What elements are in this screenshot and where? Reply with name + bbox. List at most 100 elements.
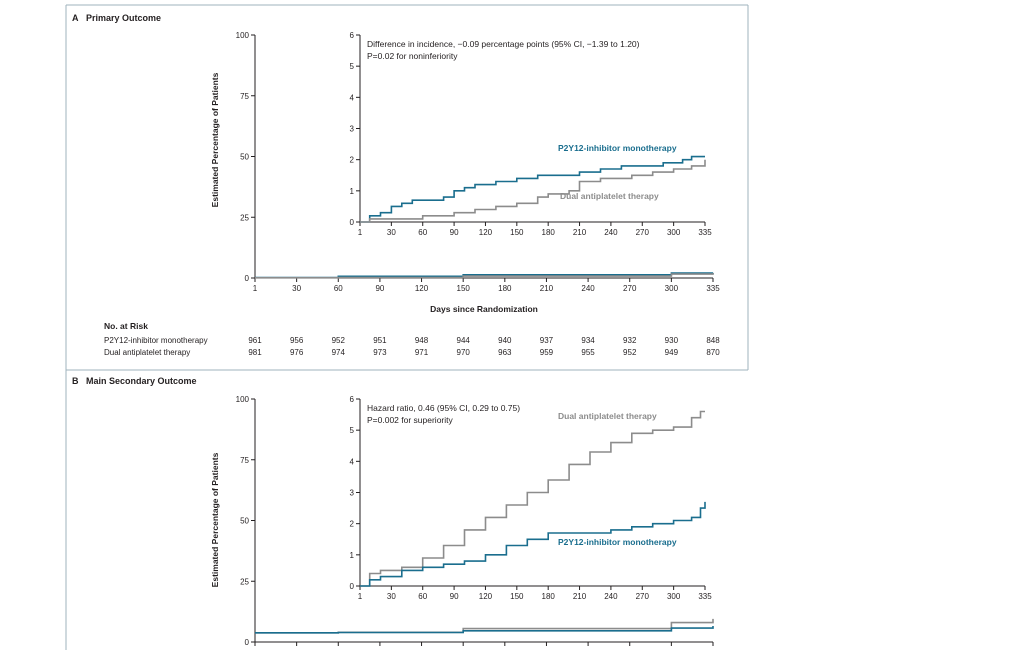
risk-value-p2y12: 930 [665,336,679,345]
panel-a-main-y-tick-label: 100 [236,31,250,40]
panel-a-xlabel: Days since Randomization [430,304,538,314]
panel-b-inset-y-tick-label: 1 [350,551,355,560]
panel-b-inset-series-p2y12-line [360,501,706,587]
panel-b-main-y-tick-label: 100 [236,395,250,404]
panel-a-inset-y-tick-label: 0 [350,218,355,227]
risk-value-dapt: 973 [373,348,387,357]
risk-value-dapt: 971 [415,348,429,357]
panel-b-inset-y-tick-label: 3 [350,489,355,498]
panel-b-inset-x-tick-label: 30 [387,592,396,601]
panel-b-inset-label-dapt: Dual antiplatelet therapy [558,411,657,421]
risk-value-dapt: 870 [706,348,720,357]
panel-a-main-x-tick-label: 270 [623,284,637,293]
panel-b-inset-label-p2y12: P2Y12-inhibitor monotherapy [558,537,677,547]
panel-b-inset-x-tick-label: 335 [698,592,712,601]
panel-a-inset-x-tick-label: 180 [542,228,556,237]
risk-value-p2y12: 937 [540,336,554,345]
panel-b-inset-annotation-line2: P=0.002 for superiority [367,415,454,425]
panel-b-inset-x-tick-label: 240 [604,592,618,601]
panel-a-inset-x-tick-label: 30 [387,228,396,237]
panel-b-main-y-tick-label: 50 [240,517,249,526]
panel-a-main-x-tick-label: 335 [706,284,720,293]
risk-value-p2y12: 934 [581,336,595,345]
panel-b-inset-x-tick-label: 300 [667,592,681,601]
panel-b-inset-x-tick-label: 60 [418,592,427,601]
risk-row-label-p2y12: P2Y12-inhibitor monotherapy [104,336,208,345]
panel-a-inset-x-tick-label: 120 [479,228,493,237]
panel-b-inset-y-tick-label: 2 [350,520,355,529]
panel-a-main-y-tick-label: 0 [245,274,250,283]
risk-value-p2y12: 952 [332,336,346,345]
panel-a-inset-annotation-line1: Difference in incidence, −0.09 percentag… [367,39,640,49]
risk-value-p2y12: 944 [457,336,471,345]
risk-value-p2y12: 932 [623,336,637,345]
panel-a-main-x-tick-label: 180 [498,284,512,293]
panel-b-inset-x-tick-label: 180 [542,592,556,601]
panel-a-inset-x-tick-label: 210 [573,228,587,237]
risk-row-label-dapt: Dual antiplatelet therapy [104,348,190,357]
panel-a-inset-y-tick-label: 2 [350,156,355,165]
panel-b-title: Main Secondary Outcome [86,376,197,386]
risk-value-p2y12: 956 [290,336,304,345]
panel-a-inset-x-tick-label: 90 [450,228,459,237]
risk-table-header: No. at Risk [104,321,148,331]
panel-a-ylabel: Estimated Percentage of Patients [210,72,220,207]
panel-a-inset-series-p2y12-line [360,155,705,223]
panel-b-inset-y-tick-label: 4 [350,457,355,466]
risk-value-p2y12: 948 [415,336,429,345]
panel-a-main-x-tick-label: 60 [334,284,343,293]
panel-a-inset-y-tick-label: 1 [350,187,355,196]
panel-a-inset-annotation-line2: P=0.02 for noninferiority [367,51,458,61]
panel-b-inset-x-tick-label: 120 [479,592,493,601]
panel-a-inset-x-tick-label: 1 [358,228,363,237]
panel-a-inset-label-dapt: Dual antiplatelet therapy [560,191,659,201]
risk-value-dapt: 952 [623,348,637,357]
panel-a-inset-y-tick-label: 4 [350,93,355,102]
panel-a-main-x-tick-label: 300 [665,284,679,293]
panel-a-inset-x-tick-label: 150 [510,228,524,237]
panel-b-letter: B [72,376,79,386]
panel-b-inset-series-dapt-line [360,410,705,587]
risk-value-dapt: 963 [498,348,512,357]
panel-a-main-x-tick-label: 30 [292,284,301,293]
panel-a-title: Primary Outcome [86,13,161,23]
panel-a-inset-x-tick-label: 335 [698,228,712,237]
risk-value-p2y12: 940 [498,336,512,345]
panel-b-inset-x-tick-label: 150 [510,592,524,601]
panel-b-inset-x-tick-label: 90 [450,592,459,601]
panel-a-inset-label-p2y12: P2Y12-inhibitor monotherapy [558,143,677,153]
panel-a-main-x-tick-label: 120 [415,284,429,293]
panel-b-inset-x-tick-label: 1 [358,592,363,601]
risk-value-dapt: 981 [248,348,262,357]
panel-b-inset-annotation-line1: Hazard ratio, 0.46 (95% CI, 0.29 to 0.75… [367,403,520,413]
risk-value-p2y12: 848 [706,336,720,345]
panel-a-inset-y-tick-label: 3 [350,125,355,134]
panel-a-main-x-tick-label: 90 [375,284,384,293]
panel-b-inset-y-tick-label: 6 [350,395,355,404]
panel-a-inset-y-tick-label: 6 [350,31,355,40]
risk-table-values: 961 956 952 951 948 944 940 937 934 932 930 848 981 9… [248,336,720,357]
risk-value-p2y12: 951 [373,336,387,345]
panel-b-inset-x-tick-label: 210 [573,592,587,601]
risk-value-dapt: 955 [581,348,595,357]
panel-b-inset-y-tick-label: 0 [350,582,355,591]
panel-b-main-y-tick-label: 0 [245,638,250,647]
risk-value-p2y12: 961 [248,336,262,345]
panel-b-main-series-p2y12-line [255,626,714,634]
panel-a-main-y-tick-label: 25 [240,213,249,222]
panel-a-main-y-tick-label: 50 [240,153,249,162]
panel-a-letter: A [72,13,79,23]
risk-value-dapt: 974 [332,348,346,357]
panel-b-inset-y-tick-label: 5 [350,426,355,435]
risk-value-dapt: 949 [665,348,679,357]
panel-a-inset-x-tick-label: 300 [667,228,681,237]
panel-a-inset-series-dapt-line [360,159,706,223]
panel-a-main-x-tick-label: 1 [253,284,258,293]
panel-b-inset-x-tick-label: 270 [636,592,650,601]
risk-value-dapt: 976 [290,348,304,357]
panel-a-inset-x-tick-label: 270 [636,228,650,237]
panel-b-main-y-tick-label: 75 [240,456,249,465]
panel-a-main-x-tick-label: 210 [540,284,554,293]
